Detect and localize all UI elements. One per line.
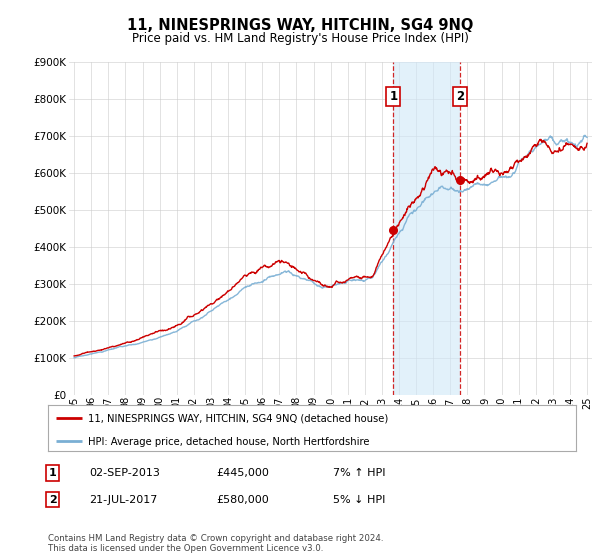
Text: 1: 1: [389, 90, 397, 103]
Text: 11, NINESPRINGS WAY, HITCHIN, SG4 9NQ: 11, NINESPRINGS WAY, HITCHIN, SG4 9NQ: [127, 18, 473, 33]
Text: 7% ↑ HPI: 7% ↑ HPI: [333, 468, 386, 478]
Text: Price paid vs. HM Land Registry's House Price Index (HPI): Price paid vs. HM Land Registry's House …: [131, 32, 469, 45]
Text: £445,000: £445,000: [216, 468, 269, 478]
Text: 21-JUL-2017: 21-JUL-2017: [89, 494, 157, 505]
Text: 2: 2: [455, 90, 464, 103]
Text: 1: 1: [49, 468, 56, 478]
Text: 5% ↓ HPI: 5% ↓ HPI: [333, 494, 385, 505]
Text: 2: 2: [49, 494, 56, 505]
Text: £580,000: £580,000: [216, 494, 269, 505]
Text: 11, NINESPRINGS WAY, HITCHIN, SG4 9NQ (detached house): 11, NINESPRINGS WAY, HITCHIN, SG4 9NQ (d…: [88, 414, 388, 424]
Text: 02-SEP-2013: 02-SEP-2013: [89, 468, 160, 478]
Bar: [394, 62, 460, 395]
Text: HPI: Average price, detached house, North Hertfordshire: HPI: Average price, detached house, Nort…: [88, 437, 369, 447]
Text: Contains HM Land Registry data © Crown copyright and database right 2024.
This d: Contains HM Land Registry data © Crown c…: [48, 534, 383, 553]
